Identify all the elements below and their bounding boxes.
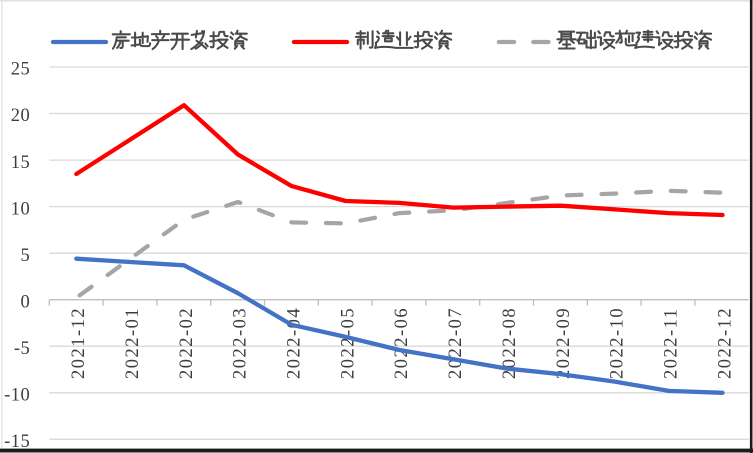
svg-text:2022-04: 2022-04 [285,307,305,379]
svg-text:2022-12: 2022-12 [715,307,735,379]
svg-text:2022-09: 2022-09 [554,307,574,379]
svg-text:2022-07: 2022-07 [446,307,466,379]
svg-text:2022-06: 2022-06 [392,307,412,379]
svg-text:2022-03: 2022-03 [231,307,251,379]
svg-text:20: 20 [11,106,31,126]
svg-text:25: 25 [11,60,31,80]
svg-text:0: 0 [21,292,31,312]
svg-text:-10: -10 [4,386,30,406]
svg-text:2022-11: 2022-11 [662,308,682,379]
svg-text:2022-05: 2022-05 [338,307,358,379]
svg-text:15: 15 [11,153,31,173]
svg-text:2022-08: 2022-08 [500,307,520,379]
svg-text:2022-01: 2022-01 [123,307,143,379]
svg-text:-15: -15 [4,432,30,452]
svg-text:10: 10 [11,199,31,219]
svg-text:2021-12: 2021-12 [69,307,89,379]
svg-text:2022-10: 2022-10 [608,307,628,379]
svg-text:2022-02: 2022-02 [177,307,197,379]
svg-text:-5: -5 [14,339,30,359]
svg-text:5: 5 [21,246,31,266]
